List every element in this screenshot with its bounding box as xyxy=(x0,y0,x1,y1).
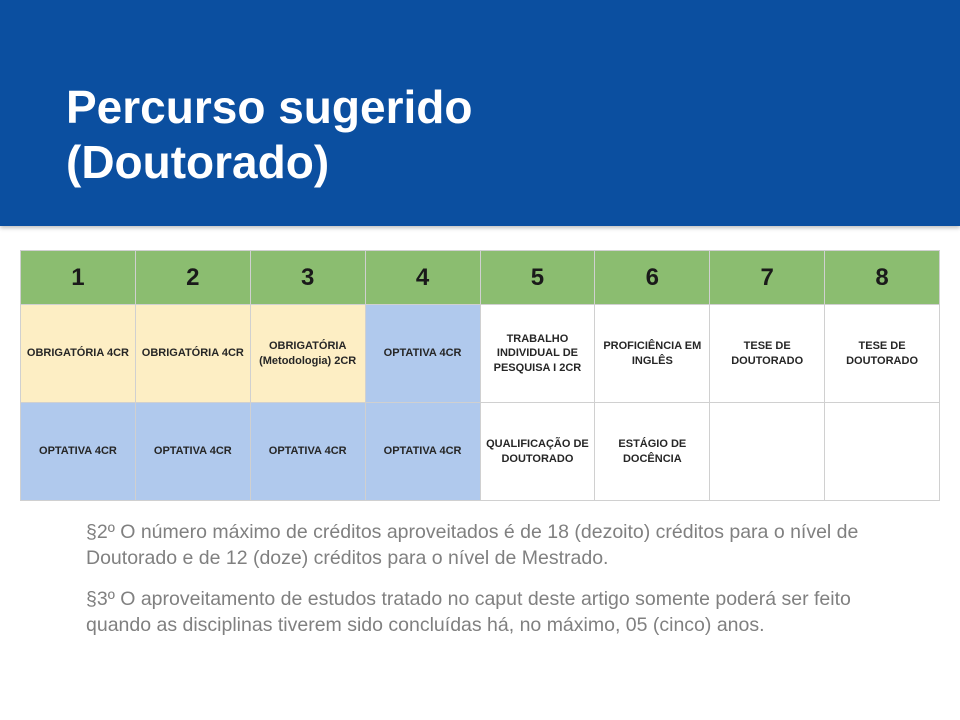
course-cell: OPTATIVA 4CR xyxy=(135,403,250,501)
footnote-p2: §3º O aproveitamento de estudos tratado … xyxy=(86,586,874,639)
course-cell: OPTATIVA 4CR xyxy=(250,403,365,501)
slide-title: Percurso sugerido (Doutorado) xyxy=(66,80,894,190)
semester-header: 7 xyxy=(710,251,825,305)
course-cell: OBRIGATÓRIA 4CR xyxy=(135,305,250,403)
course-cell: OPTATIVA 4CR xyxy=(365,403,480,501)
table-row: OPTATIVA 4CR OPTATIVA 4CR OPTATIVA 4CR O… xyxy=(21,403,940,501)
table-header-row: 1 2 3 4 5 6 7 8 xyxy=(21,251,940,305)
title-line-2: (Doutorado) xyxy=(66,136,329,188)
course-cell xyxy=(825,403,940,501)
curriculum-table: 1 2 3 4 5 6 7 8 OBRIGATÓRIA 4CR OBRIGATÓ… xyxy=(20,250,940,501)
footnotes: §2º O número máximo de créditos aproveit… xyxy=(20,501,940,638)
course-cell: TESE DE DOUTORADO xyxy=(825,305,940,403)
course-cell xyxy=(710,403,825,501)
semester-header: 6 xyxy=(595,251,710,305)
course-cell: QUALIFICAÇÃO DE DOUTORADO xyxy=(480,403,595,501)
semester-header: 8 xyxy=(825,251,940,305)
semester-header: 1 xyxy=(21,251,136,305)
slide-header: Percurso sugerido (Doutorado) xyxy=(0,0,960,226)
semester-header: 4 xyxy=(365,251,480,305)
semester-header: 2 xyxy=(135,251,250,305)
course-cell: OBRIGATÓRIA 4CR xyxy=(21,305,136,403)
semester-header: 5 xyxy=(480,251,595,305)
course-cell: OBRIGATÓRIA (Metodologia) 2CR xyxy=(250,305,365,403)
table-row: OBRIGATÓRIA 4CR OBRIGATÓRIA 4CR OBRIGATÓ… xyxy=(21,305,940,403)
course-cell: TESE DE DOUTORADO xyxy=(710,305,825,403)
semester-header: 3 xyxy=(250,251,365,305)
title-line-1: Percurso sugerido xyxy=(66,81,472,133)
course-cell: PROFICIÊNCIA EM INGLÊS xyxy=(595,305,710,403)
course-cell: OPTATIVA 4CR xyxy=(365,305,480,403)
course-cell: TRABALHO INDIVIDUAL DE PESQUISA I 2CR xyxy=(480,305,595,403)
footnote-p1: §2º O número máximo de créditos aproveit… xyxy=(86,519,874,572)
course-cell: ESTÁGIO DE DOCÊNCIA xyxy=(595,403,710,501)
slide-content: 1 2 3 4 5 6 7 8 OBRIGATÓRIA 4CR OBRIGATÓ… xyxy=(0,226,960,638)
course-cell: OPTATIVA 4CR xyxy=(21,403,136,501)
